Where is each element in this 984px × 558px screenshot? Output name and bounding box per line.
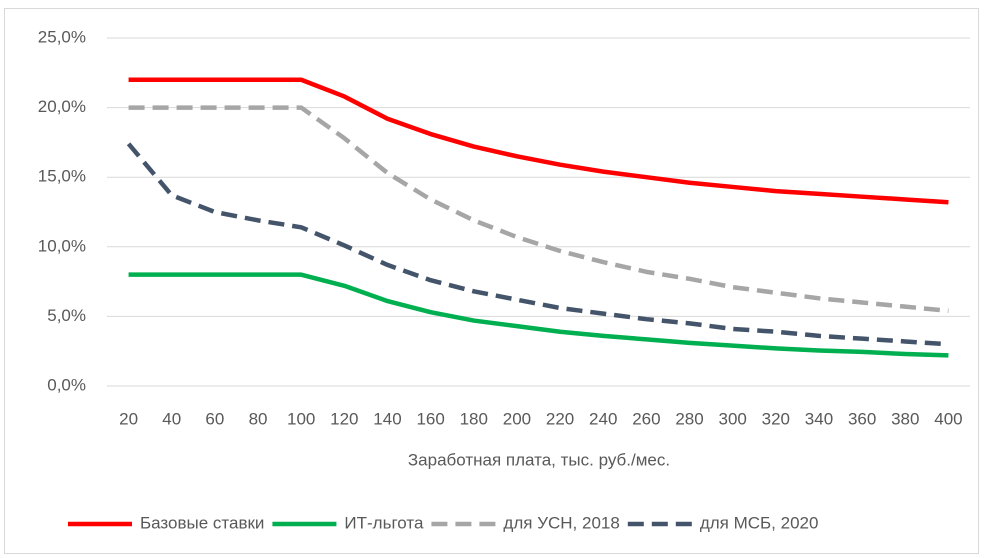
legend-label: для УСН, 2018 [503,513,619,532]
x-tick-label: 360 [848,409,876,428]
x-tick-label: 80 [249,409,268,428]
y-tick-label: 20,0% [38,97,86,116]
x-tick-label: 160 [416,409,444,428]
series-line [126,142,949,347]
x-tick-label: 140 [373,409,401,428]
x-tick-label: 180 [460,409,488,428]
chart-frame [4,8,979,554]
x-tick-label: 320 [762,409,790,428]
x-tick-label: 400 [934,409,962,428]
x-tick-label: 300 [718,409,746,428]
x-tick-label: 380 [891,409,919,428]
y-tick-label: 0,0% [47,375,86,394]
x-tick-label: 220 [546,409,574,428]
x-tick-label: 280 [675,409,703,428]
series-line [128,272,949,358]
y-tick-label: 5,0% [47,306,86,325]
legend-label: ИТ-льгота [344,513,424,532]
x-tick-label: 260 [632,409,660,428]
x-tick-label: 40 [162,409,181,428]
y-tick-label: 25,0% [38,27,86,46]
x-tick-label: 120 [330,409,358,428]
x-tick-label: 340 [805,409,833,428]
series-line [128,77,949,205]
x-tick-label: 200 [503,409,531,428]
x-tick-label: 60 [205,409,224,428]
x-axis-label: Заработная плата, тыс. руб./мес. [408,450,670,469]
legend-label: Базовые ставки [140,513,264,532]
legend-label: для МСБ, 2020 [700,513,819,532]
x-tick-label: 20 [119,409,138,428]
x-tick-label: 240 [589,409,617,428]
x-tick-label: 100 [287,409,315,428]
series-line [128,105,949,314]
y-tick-label: 10,0% [38,236,86,255]
y-tick-label: 15,0% [38,167,86,186]
